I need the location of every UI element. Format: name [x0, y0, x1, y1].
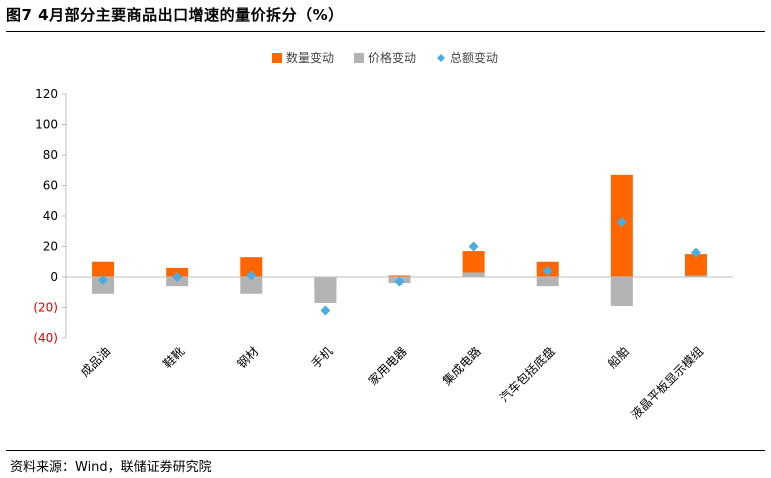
- source-note: 资料来源：Wind，联储证券研究院: [10, 460, 212, 475]
- legend-label: 价格变动: [368, 50, 416, 65]
- quantity-bar: [388, 275, 411, 277]
- quantity-bar: [462, 251, 485, 277]
- chart-title: 图7 4月部分主要商品出口增速的量价拆分（%）: [6, 6, 344, 24]
- legend-swatch-quantity: [272, 53, 282, 63]
- y-tick-label: 120: [35, 87, 58, 101]
- total-marker: [320, 305, 331, 316]
- price-bar: [462, 272, 485, 277]
- total-marker: [468, 241, 479, 252]
- x-tick-label: 成品油: [78, 344, 113, 379]
- total-marker: [98, 275, 109, 286]
- price-bar: [610, 277, 633, 306]
- legend-label: 数量变动: [286, 50, 334, 65]
- y-tick-label: 60: [43, 179, 58, 193]
- y-tick-label: 100: [35, 118, 58, 132]
- legend: 数量变动 价格变动 总额变动: [272, 50, 498, 65]
- quantity-bar: [240, 257, 263, 277]
- total-marker: [616, 217, 627, 228]
- price-bar: [92, 277, 115, 294]
- y-tick-label: 20: [43, 240, 58, 254]
- total-marker: [172, 272, 183, 282]
- title-divider: [6, 31, 765, 32]
- x-tick-label: 液晶平板显示模组: [628, 344, 706, 422]
- total-marker: [246, 270, 257, 281]
- legend-swatch-total: [437, 54, 445, 62]
- bar-chart: 数量变动 价格变动 总额变动 120 100 80 60 40 20 0 (20) (40) 成品油…: [33, 50, 733, 422]
- x-tick-label: 钢材: [235, 344, 262, 371]
- y-tick-label: 40: [43, 209, 58, 223]
- price-bar: [240, 277, 263, 294]
- total-marker: [394, 276, 405, 287]
- x-tick-label: 手机: [309, 344, 336, 371]
- legend-label: 总额变动: [450, 50, 498, 65]
- total-marker: [690, 247, 701, 258]
- price-bar: [314, 277, 337, 303]
- y-tick-label: (20): [33, 301, 58, 315]
- x-tick-label: 集成电路: [439, 344, 484, 389]
- total-marker: [542, 265, 553, 276]
- total-markers: [98, 217, 701, 316]
- footer-divider: [6, 450, 765, 451]
- quantity-bar: [92, 261, 115, 277]
- y-tick-label: 80: [43, 148, 58, 162]
- quantity-bar: [684, 254, 707, 277]
- y-axis: 120 100 80 60 40 20 0 (20) (40): [33, 87, 67, 345]
- y-tick-label: (40): [33, 331, 58, 345]
- x-tick-label: 汽车包括底盘: [496, 344, 558, 406]
- x-tick-label: 家用电器: [365, 344, 410, 389]
- y-tick-label: 0: [50, 270, 58, 284]
- x-tick-label: 船舶: [604, 344, 632, 372]
- price-bar: [536, 277, 559, 287]
- x-tick-label: 鞋靴: [160, 344, 188, 372]
- price-bar: [684, 275, 707, 277]
- legend-swatch-price: [354, 53, 364, 63]
